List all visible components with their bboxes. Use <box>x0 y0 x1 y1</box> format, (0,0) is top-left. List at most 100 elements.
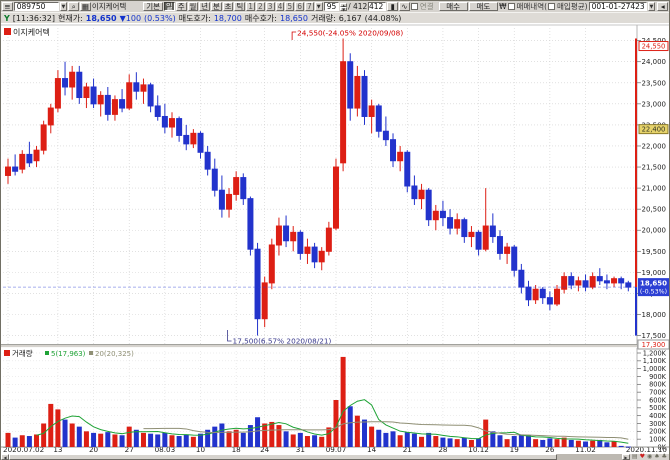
svg-text:500K: 500K <box>649 404 667 412</box>
svg-text:1,000K: 1,000K <box>643 365 667 373</box>
candle-type-icon[interactable]: ▮ <box>387 2 399 11</box>
app-menu-button[interactable]: ≡ <box>2 2 13 11</box>
series-label: 이지케어텍 <box>4 27 50 37</box>
stock-info-icon[interactable]: ▦ <box>80 1 91 11</box>
scrollbar-thumb[interactable] <box>9 454 557 460</box>
volume-bar <box>233 429 239 447</box>
svg-text:27: 27 <box>125 445 134 454</box>
candle <box>268 244 275 284</box>
period-week-button[interactable]: 주 <box>175 1 187 11</box>
candle <box>447 217 454 229</box>
candle <box>183 134 190 145</box>
avg-price-label: 매입평균) <box>557 2 588 11</box>
candle <box>47 107 54 126</box>
bid-value: 18,650 <box>279 13 308 23</box>
candlestick-chart[interactable]: 24,50024,00023,50023,00022,50022,00021,5… <box>1 23 670 454</box>
candle <box>347 61 354 109</box>
scroll-left-arrow-icon[interactable]: ◀ <box>1 454 9 460</box>
svg-text:700K: 700K <box>649 388 667 396</box>
tab-basic[interactable]: 기본 <box>143 2 164 11</box>
candle <box>504 246 511 254</box>
unit-4-button[interactable]: 4 <box>275 2 285 11</box>
volume-bar <box>190 436 196 447</box>
volume-bar <box>205 429 211 447</box>
volume-bar <box>611 441 617 447</box>
svg-text:20,500: 20,500 <box>642 206 667 214</box>
candle <box>254 248 261 320</box>
account-dropdown-arrow[interactable]: ▼ <box>647 2 656 11</box>
volume-bar <box>240 432 246 447</box>
volume-bar <box>575 440 581 447</box>
spade-icon[interactable]: ♠ <box>654 453 660 460</box>
candle <box>589 276 596 288</box>
menu-icon[interactable]: ▤ <box>631 453 638 460</box>
unit-6-button[interactable]: 6 <box>295 2 304 11</box>
unit-1-button[interactable]: 1 <box>246 2 255 11</box>
account-select[interactable]: 001-01-27423 <box>588 2 647 11</box>
chart-style-dropdown[interactable]: ▼ <box>314 2 323 11</box>
volume-bar <box>497 435 503 447</box>
candle <box>140 84 147 92</box>
candle <box>482 225 489 250</box>
bar-count-input[interactable]: 95 <box>323 2 340 11</box>
svg-text:18,000: 18,000 <box>642 311 667 319</box>
heart-icon[interactable]: ♥ <box>639 453 645 460</box>
unit-2-button[interactable]: 2 <box>256 2 265 11</box>
record-icon[interactable]: ◉ <box>646 453 653 460</box>
period-day-button[interactable]: 일 <box>164 1 175 11</box>
volume-bar <box>525 435 531 447</box>
candle <box>340 61 347 164</box>
svg-text:2020.07.02: 2020.07.02 <box>3 445 44 454</box>
buy-button[interactable]: 매수 <box>438 2 468 11</box>
volume-bar <box>625 446 631 448</box>
period-minute-button[interactable]: 분 <box>211 1 222 11</box>
unit-7-button[interactable]: 7 <box>304 2 314 11</box>
link-checkbox[interactable] <box>410 3 418 10</box>
volume-bar <box>62 419 68 447</box>
unit-5-button[interactable]: 5 <box>285 2 295 11</box>
period-second-button[interactable]: 초 <box>222 1 234 11</box>
volume-bar <box>333 400 339 447</box>
svg-text:22,000: 22,000 <box>642 142 667 150</box>
high-price-marker <box>638 41 669 52</box>
bar-total-box: 412 <box>368 2 387 11</box>
volume-bar <box>511 436 517 447</box>
search-icon[interactable]: ⌕ <box>68 2 80 11</box>
stock-code-dropdown-arrow[interactable]: ▼ <box>59 2 68 11</box>
stock-code-input[interactable]: 089750 <box>13 2 59 11</box>
avg-price-checkbox[interactable] <box>548 3 556 10</box>
unit-3-button[interactable]: 3 <box>265 2 275 11</box>
period-month-button[interactable]: 월 <box>187 1 199 11</box>
candle <box>190 132 197 145</box>
period-tick-button[interactable]: 틱 <box>234 1 246 11</box>
volume-bar <box>226 431 232 447</box>
volume-bar <box>83 431 89 447</box>
chart-area[interactable]: 24,50024,00023,50023,00022,50022,00021,5… <box>1 23 670 454</box>
volume-bar <box>255 417 261 447</box>
club-icon[interactable]: ♣ <box>661 453 667 460</box>
sell-button[interactable]: 매도 <box>468 2 499 11</box>
pane-separator[interactable] <box>1 344 637 348</box>
svg-text:11.02: 11.02 <box>575 445 596 454</box>
trade-history-checkbox[interactable] <box>507 3 515 10</box>
svg-text:600K: 600K <box>649 396 667 404</box>
candle <box>12 166 19 172</box>
candle <box>69 71 76 88</box>
volume-bar <box>26 436 32 447</box>
scrollbar-track[interactable] <box>557 454 622 460</box>
scroll-right-arrow-icon[interactable]: ▶ <box>621 454 630 460</box>
volume-bar <box>533 439 539 447</box>
period-year-button[interactable]: 년 <box>199 1 210 11</box>
candle <box>489 225 496 238</box>
trade-history-label: 매매내역( <box>516 2 548 11</box>
volume-bar <box>397 435 403 447</box>
bar-count-stepper[interactable]: ▲ ▼ <box>340 2 348 12</box>
line-type-icon[interactable]: ∿ <box>399 2 410 11</box>
collapse-button[interactable]: ◂ <box>657 2 669 11</box>
volume-bar <box>126 426 132 447</box>
volume-bar <box>504 439 510 447</box>
candle <box>226 193 233 210</box>
svg-text:21,000: 21,000 <box>642 185 667 193</box>
candle <box>5 166 11 176</box>
volume-bar <box>105 432 111 447</box>
